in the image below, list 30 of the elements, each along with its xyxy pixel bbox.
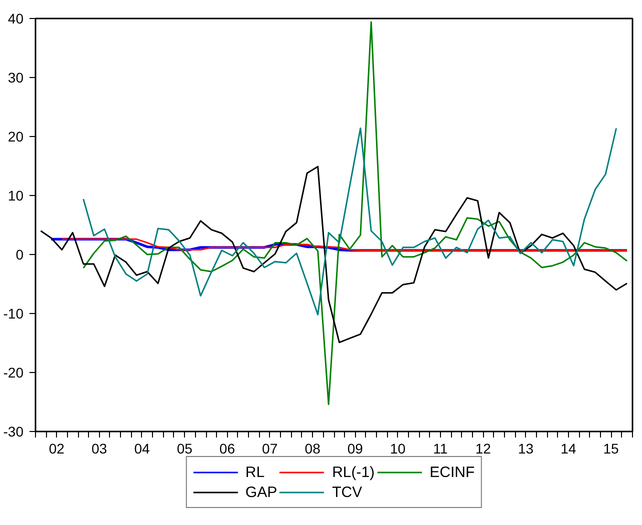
- x-tick-label: 07: [262, 440, 278, 456]
- line-series: [82, 127, 618, 316]
- y-tick-label: 0: [16, 246, 24, 262]
- legend-label: RL: [245, 463, 266, 481]
- x-tick-label: 12: [475, 440, 492, 456]
- x-tick-label: 02: [48, 440, 65, 456]
- line-series: [40, 166, 628, 344]
- x-tick-label: 03: [91, 440, 108, 456]
- y-tick-label: 30: [8, 70, 24, 86]
- x-tick-label: 05: [176, 440, 193, 456]
- x-tick-label: 04: [134, 440, 150, 456]
- y-tick-label: -30: [3, 424, 24, 440]
- line-series: [82, 21, 628, 406]
- y-tick-label: -20: [3, 364, 24, 380]
- y-tick-label: 10: [8, 188, 24, 204]
- y-tick-label: -10: [3, 306, 24, 322]
- legend-label: TCV: [332, 483, 362, 501]
- x-tick-label: 06: [219, 440, 236, 456]
- x-tick-label: 11: [433, 440, 448, 456]
- legend-label: RL(-1): [332, 463, 375, 481]
- x-tick-label: 09: [347, 440, 364, 456]
- y-tick-label: 20: [8, 128, 24, 144]
- legend-label: ECINF: [430, 463, 475, 481]
- x-tick-label: 15: [603, 440, 620, 456]
- x-tick-label: 13: [518, 440, 534, 456]
- x-tick-label: 08: [304, 440, 321, 456]
- x-tick-label: 14: [560, 440, 576, 456]
- x-tick-label: 10: [390, 440, 406, 456]
- legend-label: GAP: [245, 483, 278, 501]
- y-tick-label: 40: [8, 10, 24, 26]
